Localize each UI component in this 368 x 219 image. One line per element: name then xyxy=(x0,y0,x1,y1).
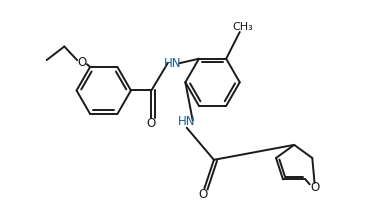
Text: O: O xyxy=(147,117,156,130)
Text: HN: HN xyxy=(164,57,182,70)
Text: CH₃: CH₃ xyxy=(232,22,253,32)
Text: O: O xyxy=(198,188,208,201)
Text: O: O xyxy=(77,56,86,69)
Text: HN: HN xyxy=(178,115,195,128)
Text: O: O xyxy=(310,180,319,194)
